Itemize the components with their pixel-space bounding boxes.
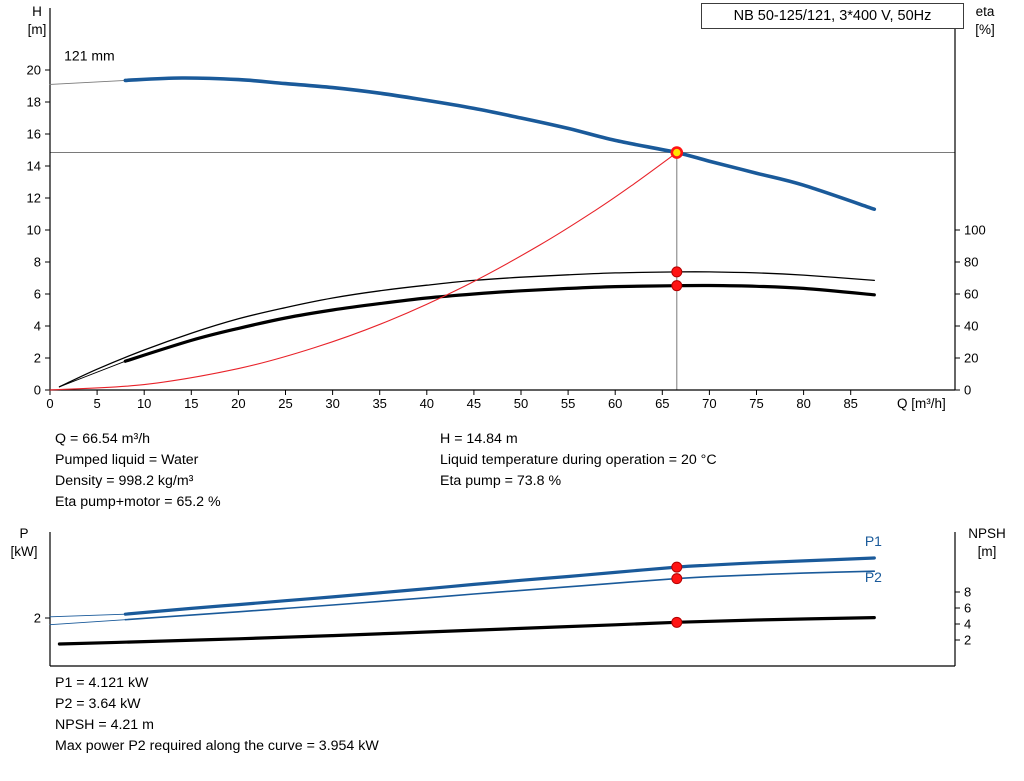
y-left-tick-label: 12	[27, 191, 41, 206]
y-right-tick-label: 2	[964, 633, 971, 648]
y-left-tick-label: 0	[34, 383, 41, 398]
y-left-tick-label: 18	[27, 95, 41, 110]
p2-curve	[124, 570, 876, 621]
p2-curve-label: P2	[865, 569, 882, 585]
x-tick-label: 0	[46, 396, 53, 411]
eta-pump-motor-point	[671, 280, 683, 292]
eta-pump-curve	[58, 271, 875, 388]
x-tick-label: 45	[467, 396, 481, 411]
y-right-tick-label: 40	[964, 319, 978, 334]
x-tick-label: 25	[278, 396, 292, 411]
system-curve	[49, 152, 678, 391]
p1-curve	[123, 556, 876, 616]
x-tick-label: 55	[561, 396, 575, 411]
info-line-h: H = 14.84 m	[440, 431, 518, 447]
y-left-axis-title: [kW]	[11, 544, 38, 559]
x-tick-label: 65	[655, 396, 669, 411]
x-tick-label: 15	[184, 396, 198, 411]
y-left-axis-title: P	[19, 526, 28, 541]
y-right-tick-label: 20	[964, 351, 978, 366]
y-left-axis-title: H	[32, 4, 42, 19]
y-right-tick-label: 100	[964, 223, 986, 238]
y-right-tick-label: 60	[964, 287, 978, 302]
x-tick-label: 10	[137, 396, 151, 411]
x-tick-label: 85	[843, 396, 857, 411]
eta-pump-motor-leader	[58, 360, 126, 388]
y-right-tick-label: 4	[964, 617, 971, 632]
head-curve	[123, 76, 877, 211]
p1-curve-leader	[49, 613, 126, 618]
info-line-eta-total: Eta pump+motor = 65.2 %	[55, 494, 221, 510]
x-tick-label: 50	[514, 396, 528, 411]
npsh-curve	[57, 616, 876, 646]
qh-eta-chart: 0 5 10 15 20 25 30 35 40 45 50 55 60 65 70 75 80 85 Q [m³/…	[27, 4, 995, 411]
x-tick-label: 60	[608, 396, 622, 411]
operating-data-right: H = 14.84 m Liquid temperature during op…	[440, 429, 717, 492]
power-data: P1 = 4.121 kW P2 = 3.64 kW NPSH = 4.21 m…	[55, 673, 379, 757]
p2-point	[671, 573, 683, 585]
x-tick-label: 70	[702, 396, 716, 411]
y-right-axis-title: [%]	[975, 22, 995, 37]
x-tick-label: 75	[749, 396, 763, 411]
y-right-tick-label: 6	[964, 601, 971, 616]
info-line-temperature: Liquid temperature during operation = 20…	[440, 452, 717, 468]
duty-point	[670, 146, 684, 159]
pump-model-box: NB 50-125/121, 3*400 V, 50Hz	[701, 3, 964, 29]
info-line-p2: P2 = 3.64 kW	[55, 696, 141, 712]
x-axis-label: Q [m³/h]	[897, 396, 946, 411]
y-left-axis-title: [m]	[28, 22, 47, 37]
eta-pump-point	[671, 266, 683, 278]
y-left-tick-label: 10	[27, 223, 41, 238]
y-left-tick-label: 8	[34, 255, 41, 270]
pump-model-text: NB 50-125/121, 3*400 V, 50Hz	[733, 8, 932, 24]
y-right-tick-label: 8	[964, 585, 971, 600]
y-left-tick-label: 4	[34, 319, 41, 334]
x-tick-label: 5	[93, 396, 100, 411]
y-left-tick-label: 2	[34, 351, 41, 366]
x-tick-label: 40	[420, 396, 434, 411]
head-curve-leader	[49, 79, 126, 85]
info-line-npsh: NPSH = 4.21 m	[55, 717, 154, 733]
y-left-tick-label: 6	[34, 287, 41, 302]
p2-curve-leader	[49, 619, 126, 626]
y-left-tick-label: 14	[27, 159, 41, 174]
x-tick-label: 80	[796, 396, 810, 411]
info-line-eta-pump: Eta pump = 73.8 %	[440, 473, 562, 489]
info-line-liquid: Pumped liquid = Water	[55, 452, 199, 468]
y-right-axis-title: NPSH	[968, 526, 1006, 541]
p1-curve-label: P1	[865, 533, 882, 549]
x-tick-label: 30	[325, 396, 339, 411]
operating-data-left: Q = 66.54 m³/h Pumped liquid = Water Den…	[55, 429, 221, 513]
impeller-diameter-label: 121 mm	[64, 47, 115, 63]
eta-pump-motor-curve	[123, 283, 876, 363]
y-right-axis-title: eta	[976, 4, 995, 19]
y-left-tick-label: 20	[27, 63, 41, 78]
info-line-maxpower: Max power P2 required along the curve = …	[55, 738, 379, 754]
x-tick-label: 20	[231, 396, 245, 411]
p1-point	[671, 561, 683, 573]
y-left-tick-label: 16	[27, 127, 41, 142]
npsh-point	[671, 616, 683, 628]
info-line-p1: P1 = 4.121 kW	[55, 675, 149, 691]
info-line-q: Q = 66.54 m³/h	[55, 431, 151, 447]
y-right-tick-label: 0	[964, 383, 971, 398]
info-line-density: Density = 998.2 kg/m³	[55, 473, 194, 489]
y-left-tick-label: 2	[34, 611, 41, 626]
y-right-axis-title: [m]	[978, 544, 997, 559]
y-right-tick-label: 80	[964, 255, 978, 270]
x-tick-label: 35	[372, 396, 386, 411]
